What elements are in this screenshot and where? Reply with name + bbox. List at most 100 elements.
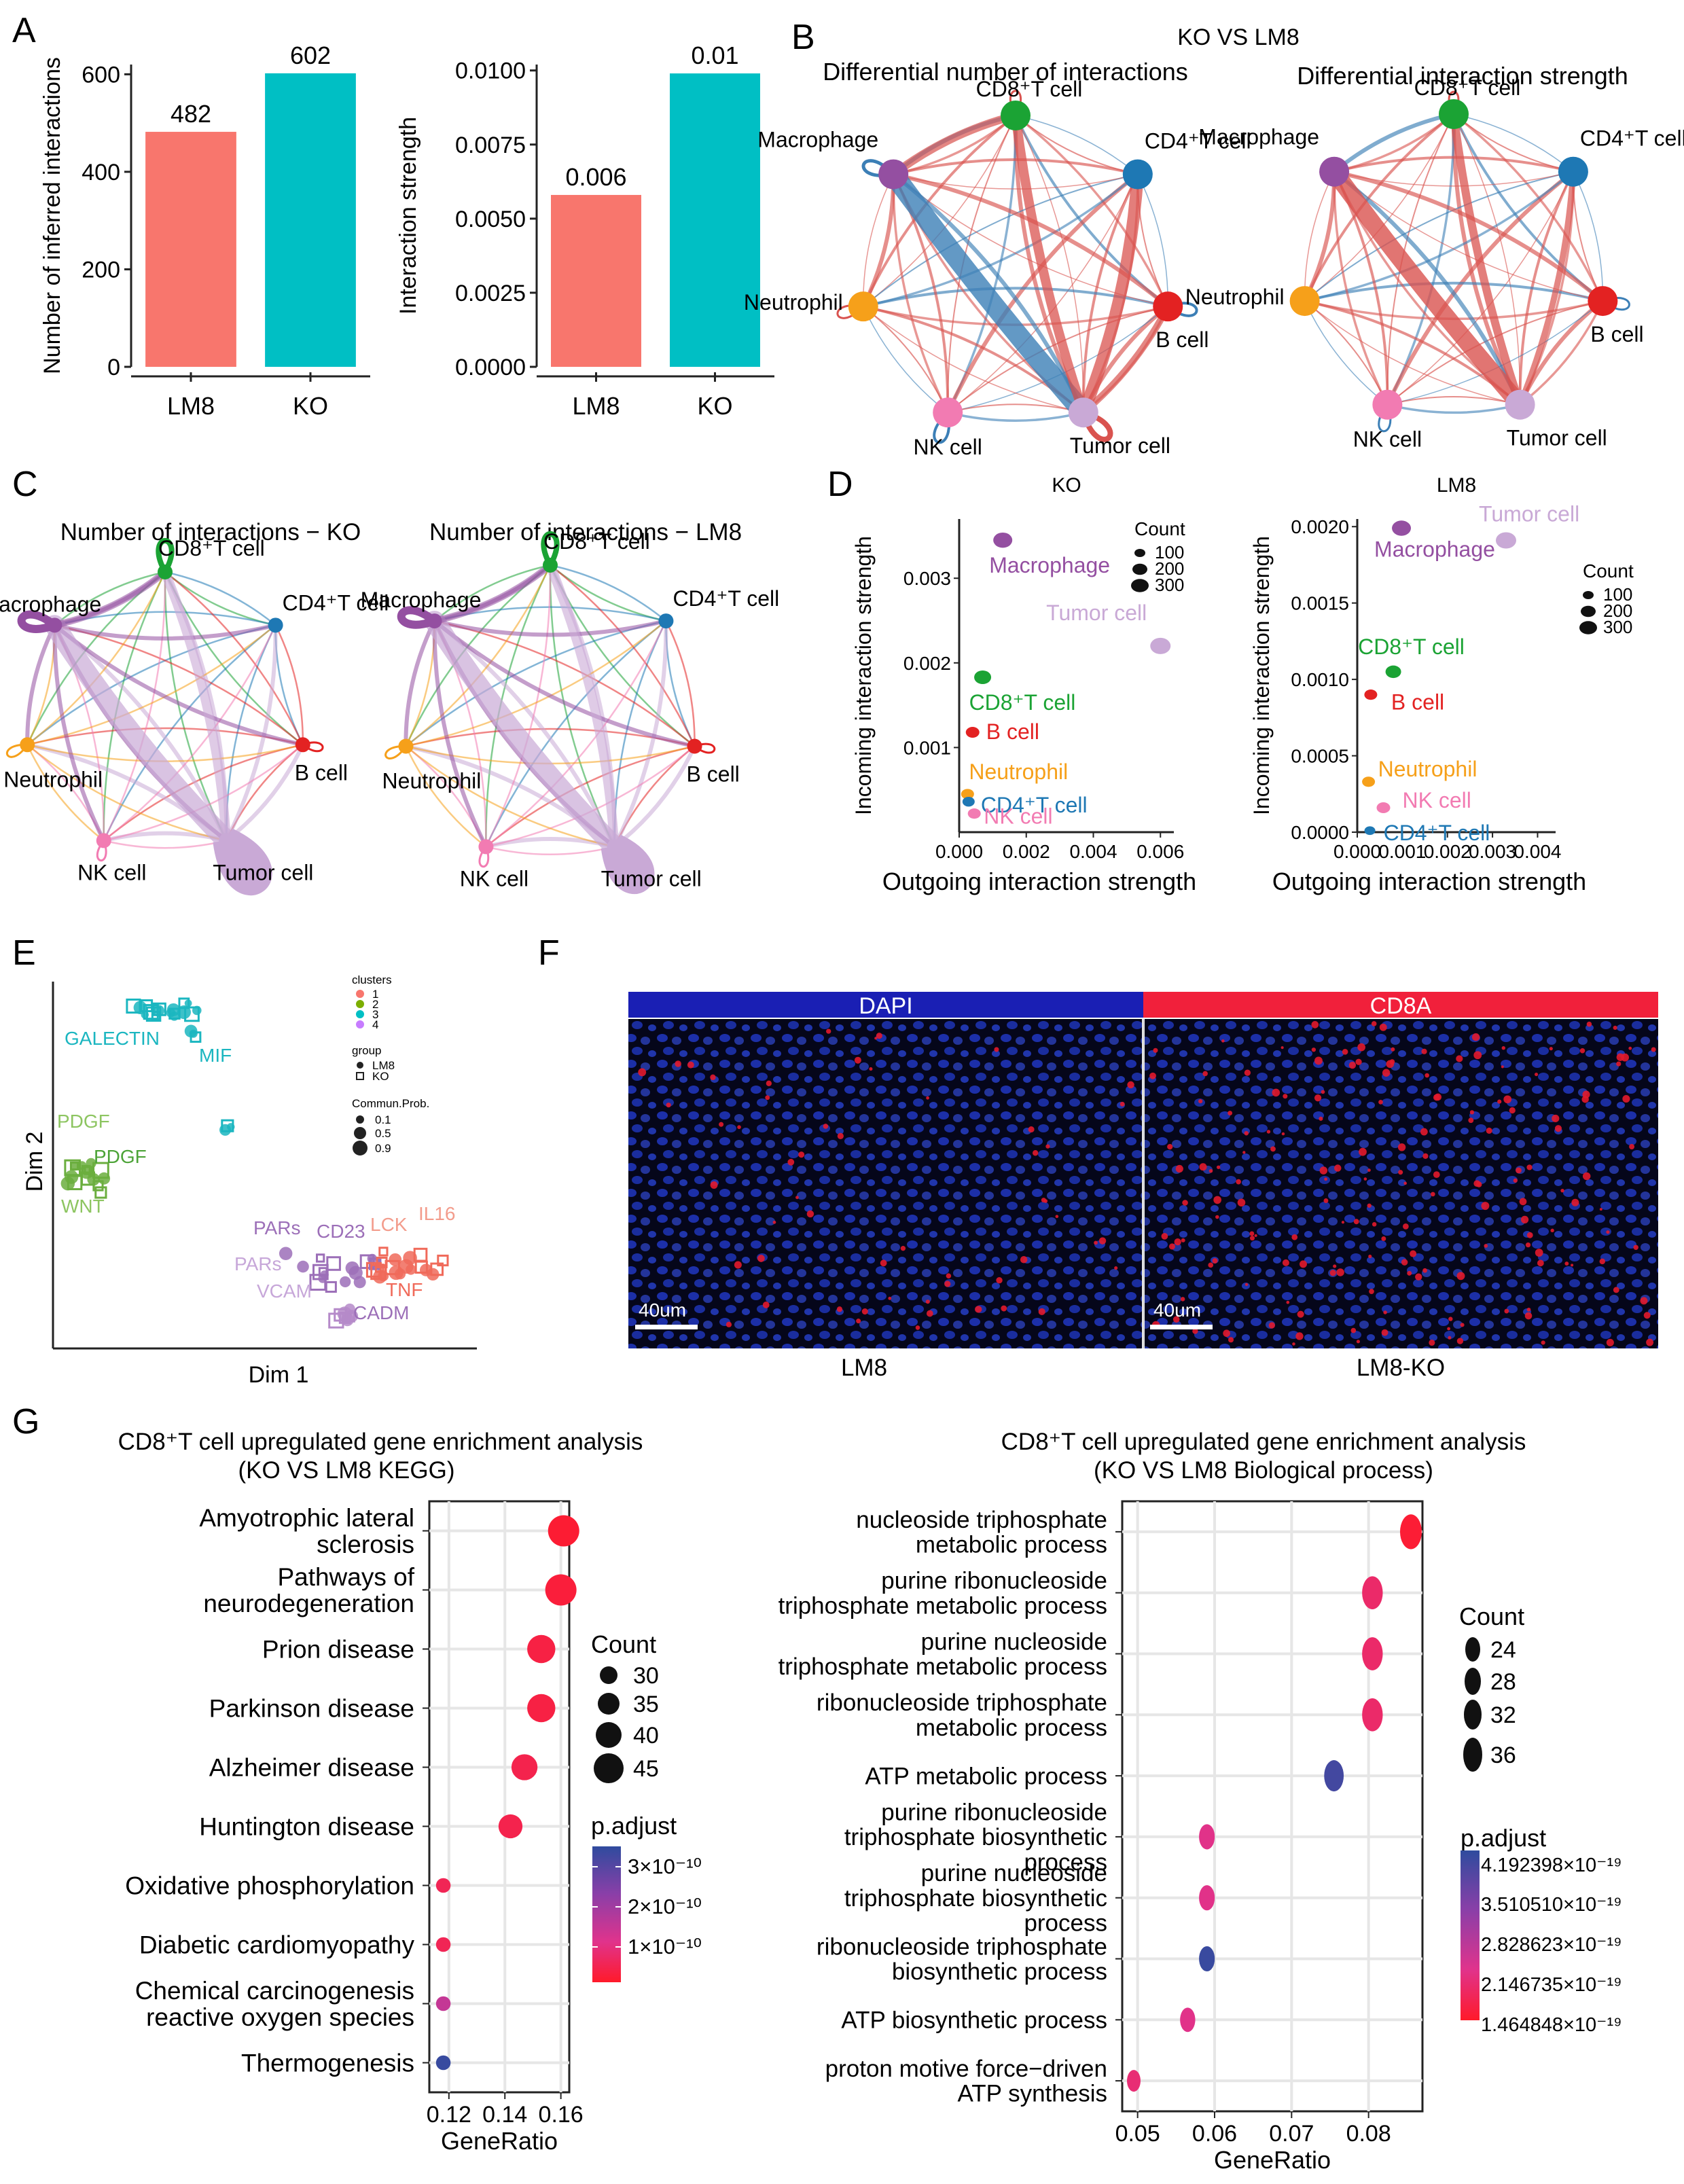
dim-plot-xlabel: Dim 1: [249, 1362, 309, 1388]
cd8-signal-dot: [1192, 1328, 1198, 1334]
cd8-signal-dot: [1270, 1146, 1276, 1152]
count-legend-title: Count: [1583, 560, 1634, 581]
cd8-signal-dot: [826, 1028, 831, 1034]
edge: [405, 745, 615, 848]
scatter-point: [993, 532, 1013, 548]
scatter-point-label: B cell: [1391, 690, 1444, 715]
bar-chart-inferred-interactions: 0 200 400 600 482 LM8 602 KO Number of inferred …: [39, 41, 370, 420]
legend-prob-09: 0.9: [375, 1142, 391, 1155]
edge: [405, 745, 487, 848]
enrichment-dot: [511, 1754, 538, 1780]
cd8-signal-dot: [1280, 1046, 1284, 1050]
cd8-signal-dot: [996, 1277, 1003, 1284]
lm8-ko-image: [1145, 1019, 1658, 1348]
cd8-signal-dot: [975, 1306, 982, 1313]
scatter-title: LM8: [1437, 474, 1476, 497]
bp-padj-4: 2.146735×10⁻¹⁹: [1481, 1974, 1622, 1996]
category-label: triphosphate biosynthetic: [844, 1824, 1107, 1850]
edge: [25, 623, 57, 747]
kegg-count-legend-35: 35: [633, 1691, 659, 1717]
cd8-signal-dot: [1469, 1110, 1475, 1115]
cd8-signal-dot: [900, 1245, 906, 1251]
node-label-cd8: CD8⁺T cell: [158, 536, 265, 560]
cd8-signal-dot: [734, 1261, 742, 1269]
category-label: ATP biosynthetic process: [841, 2007, 1107, 2034]
cd8-signal-dot: [666, 1103, 671, 1108]
cd8-signal-dot: [1127, 1081, 1134, 1089]
edge-major: [545, 560, 620, 852]
cd8-signal-dot: [1363, 1177, 1367, 1181]
edge: [1333, 113, 1455, 173]
cd8-signal-dot: [1643, 1312, 1651, 1319]
cd8-signal-dot: [1249, 1231, 1255, 1236]
cd8-signal-dot: [806, 1210, 814, 1218]
x-tick-label: 0.06: [1192, 2121, 1237, 2147]
edge: [1518, 299, 1605, 407]
dim-label-pars-1: PARs: [253, 1217, 301, 1238]
dim-point: [145, 1006, 162, 1022]
kegg-count-legend-45-dot: [594, 1753, 624, 1783]
edge: [613, 745, 696, 848]
dim-label-pdgf-lm8: PDGF: [57, 1111, 110, 1132]
legend-cluster-1: 1: [372, 988, 378, 1001]
edge: [103, 744, 304, 842]
enrichment-dot: [1127, 2070, 1141, 2092]
edge: [1015, 115, 1139, 175]
enrichment-dot: [1400, 1514, 1422, 1550]
bp-padj-legend: p.adjust 4.192398×10⁻¹⁹ 3.510510×10⁻¹⁹ 2…: [1461, 1824, 1622, 2036]
dim-point: [384, 1259, 400, 1276]
cd8-signal-dot: [1161, 1232, 1168, 1240]
network-differential-strength: CD8⁺T cell CD4⁺T cell B cell Tumor cell NK c…: [1185, 75, 1684, 452]
dim-point: [340, 1313, 354, 1327]
cd8-signal-dot: [1398, 1170, 1403, 1175]
x-tick-label: KO: [697, 392, 732, 420]
enrichment-dot: [498, 1814, 523, 1839]
cd8-signal-dot: [1468, 1117, 1474, 1124]
edge: [1573, 171, 1604, 302]
bp-count-legend-36-dot: [1463, 1738, 1482, 1772]
cd8-signal-dot: [1640, 1297, 1648, 1305]
enrichment-dot: [1180, 2007, 1196, 2033]
node-label-cd4: CD4⁺T cell: [673, 586, 779, 611]
plot-panel: [428, 1500, 571, 2094]
edge: [892, 173, 949, 414]
dim-plot-legend: clusters 1 2 3 4 group LM8 KO Commun.Pro…: [352, 973, 429, 1156]
node-neutrophil: [398, 738, 414, 754]
x-tick-label: 0.05: [1115, 2121, 1160, 2147]
node-macrophage: [878, 159, 909, 190]
node-bcell: [687, 738, 702, 754]
node-label-cd4: CD4⁺T cell: [1145, 129, 1251, 154]
x-tick-label: 0.002: [1424, 841, 1471, 862]
cd8-signal-dot: [1526, 1307, 1531, 1312]
panel-label-b: B: [791, 18, 815, 57]
cd8-signal-dot: [1182, 1200, 1188, 1206]
cd8-signal-dot: [1221, 1039, 1225, 1043]
category-label: purine ribonucleoside: [881, 1568, 1107, 1594]
node-label-nk: NK cell: [460, 866, 529, 891]
dim-point: [81, 1164, 91, 1175]
cd8-signal-dot: [1497, 1099, 1502, 1104]
cd8-signal-dot: [1242, 1151, 1246, 1154]
dim-label-pdgf-ko: PDGF: [94, 1146, 147, 1167]
bp-count-legend: Count 24 28 32 36: [1459, 1603, 1524, 1772]
edge: [52, 623, 106, 843]
scatter-point: [962, 796, 975, 807]
cd8-signal-dot: [1560, 1188, 1564, 1193]
bp-count-legend-24-dot: [1465, 1637, 1480, 1662]
legend-cluster-2-dot: [356, 1000, 364, 1008]
edge: [1386, 171, 1574, 406]
enrichment-dot: [548, 1515, 579, 1547]
self-loop: [302, 741, 324, 753]
node-nk: [478, 839, 494, 855]
dim-label-wnt: WNT: [61, 1196, 105, 1217]
edge: [1304, 171, 1335, 302]
y-tick-label: 0.0000: [1291, 822, 1349, 843]
cd8-signal-dot: [1319, 1116, 1323, 1121]
bp-count-legend-36: 36: [1490, 1742, 1516, 1768]
edge: [404, 619, 437, 749]
cd8-signal-dot: [1350, 1327, 1357, 1333]
node-neutrophil: [1289, 286, 1320, 317]
node-nk: [933, 397, 963, 428]
node-label-nk: NK cell: [914, 435, 982, 459]
